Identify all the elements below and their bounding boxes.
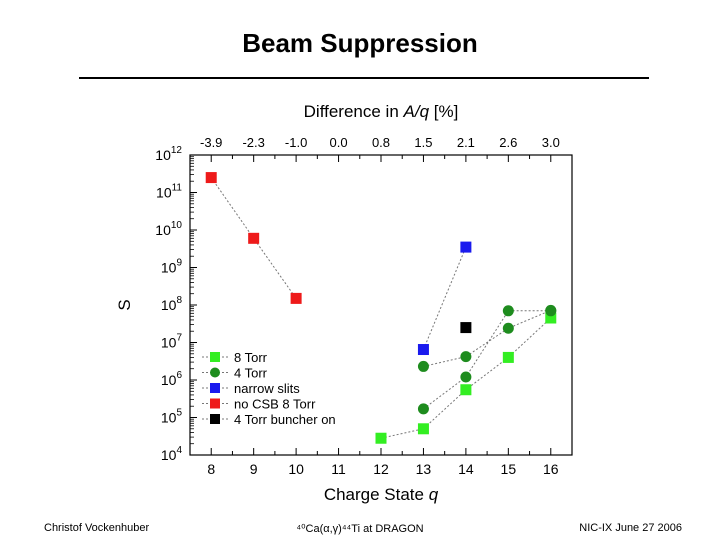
x-tick-label: 13	[416, 461, 432, 477]
data-point	[417, 423, 429, 435]
x-tick-label: 15	[501, 461, 517, 477]
data-point	[417, 360, 429, 372]
y-tick-label: 1011	[156, 183, 182, 201]
footer-author: Christof Vockenhuber	[44, 522, 150, 534]
y-tick-label: 104	[161, 445, 183, 463]
y-tick-label: 1012	[155, 145, 182, 163]
y-tick-label: 105	[161, 408, 183, 426]
x2-tick-label: 3.0	[542, 135, 560, 150]
series-line	[422, 246, 467, 350]
x2-tick-label: 2.6	[499, 135, 517, 150]
data-point	[460, 351, 472, 363]
legend-label: narrow slits	[234, 381, 300, 396]
legend-marker	[210, 367, 220, 378]
x-tick-label: 11	[331, 461, 346, 477]
title-divider	[79, 77, 649, 79]
data-point	[460, 322, 472, 334]
x2-axis-title: Difference in A/q [%]	[304, 102, 459, 121]
data-point	[545, 304, 557, 316]
x2-tick-label: 1.5	[414, 135, 432, 150]
legend-label: 4 Torr buncher on	[234, 412, 336, 427]
x-tick-label: 9	[250, 461, 258, 477]
data-point	[460, 241, 472, 253]
axis-labels: 8 -3.9 9 -2.3 10 -1.0 11 0.0 12 0.8 13 1.5 14 2.1 15 2.…	[115, 102, 560, 504]
x2-tick-label: 0.0	[330, 135, 348, 150]
legend-marker	[210, 383, 220, 393]
data-point	[248, 232, 260, 244]
x-tick-label: 8	[207, 461, 215, 477]
legend-label: 8 Torr	[234, 350, 268, 365]
series-line	[423, 310, 551, 410]
data-point	[290, 292, 302, 304]
data-point	[460, 384, 472, 396]
x-axis-title: Charge State q	[324, 485, 439, 504]
data-point	[502, 322, 514, 334]
x2-tick-label: -3.9	[200, 135, 222, 150]
footer-experiment: ⁴⁰Ca(α,γ)⁴⁴Ti at DRAGON	[296, 523, 424, 535]
y-tick-label: 106	[161, 370, 183, 388]
x-tick-label: 16	[543, 461, 559, 477]
x2-tick-label: -1.0	[285, 135, 307, 150]
x2-tick-label: -2.3	[242, 135, 264, 150]
y-tick-label: 109	[161, 258, 183, 276]
plot-area	[189, 154, 573, 456]
x2-tick-label: 0.8	[372, 135, 390, 150]
data-point	[460, 371, 472, 383]
legend-marker	[210, 352, 220, 362]
data-point	[417, 344, 429, 356]
data-point	[502, 351, 514, 363]
legend-marker	[210, 414, 220, 424]
legend-label: 4 Torr	[234, 366, 268, 381]
y-axis-title: S	[115, 299, 134, 310]
series-line	[423, 309, 551, 367]
y-tick-label: 108	[161, 295, 183, 313]
y-tick-label: 1010	[155, 220, 182, 238]
data-point	[545, 312, 557, 324]
data-series	[205, 172, 557, 444]
series-line	[210, 177, 297, 299]
y-tick-label: 107	[161, 333, 183, 351]
legend-marker	[210, 398, 220, 409]
footer-date: NIC-IX June 27 2006	[579, 522, 682, 534]
x-tick-label: 14	[458, 461, 474, 477]
data-point	[375, 432, 387, 444]
plot-border	[189, 154, 573, 456]
legend-label: no CSB 8 Torr	[234, 397, 316, 412]
x-tick-label: 12	[373, 461, 389, 477]
x2-tick-label: 2.1	[457, 135, 475, 150]
data-point	[502, 305, 514, 317]
data-point	[417, 403, 429, 415]
x-tick-label: 10	[288, 461, 304, 477]
data-point	[205, 172, 217, 184]
slide-title: Beam Suppression	[242, 28, 478, 58]
